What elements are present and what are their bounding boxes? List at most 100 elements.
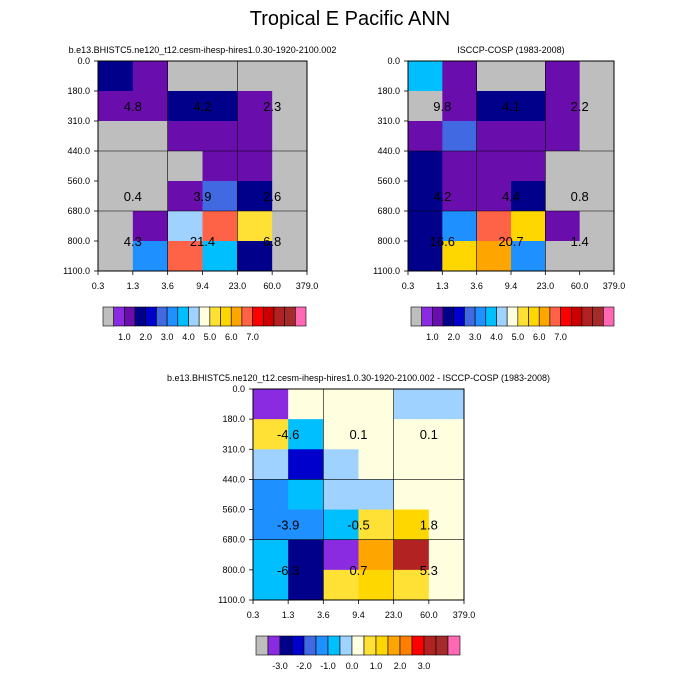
colorbar-swatch: [560, 306, 572, 327]
heatmap-cell: [323, 389, 359, 420]
x-tick-label: 1.3: [436, 281, 449, 291]
x-tick-label: 3.6: [470, 281, 483, 291]
x-tick-label: 379.0: [603, 281, 626, 291]
colorbar-swatch: [134, 306, 147, 327]
colorbar-swatch: [485, 306, 497, 327]
heatmap-cell: [408, 181, 443, 212]
colorbar-swatch: [423, 635, 437, 656]
colorbar-swatch: [411, 635, 425, 656]
y-tick-label: 440.0: [67, 146, 90, 156]
heatmap-cell: [253, 509, 289, 541]
heatmap-cell: [237, 151, 273, 182]
heatmap-cell: [323, 509, 359, 541]
main-title: Tropical E Pacific ANN: [249, 8, 451, 30]
heatmap-cell: [579, 211, 615, 242]
heatmap-cell: [511, 61, 546, 92]
heatmap-cell: [408, 61, 443, 92]
heatmap-cell: [272, 211, 308, 242]
colorbar-swatch: [474, 306, 487, 327]
heatmap-cell: [358, 419, 395, 450]
colorbar-swatch: [284, 306, 296, 327]
colorbar-swatch: [581, 306, 593, 327]
colorbar-swatch: [496, 306, 508, 327]
heatmap-cell: [511, 91, 546, 122]
heatmap-cell: [358, 509, 395, 541]
colorbar-swatch: [273, 306, 285, 327]
colorbar-swatch: [351, 635, 365, 656]
colorbar-swatch: [363, 635, 377, 656]
heatmap-cell: [253, 479, 289, 511]
heatmap-cell: [132, 61, 169, 92]
colorbar-swatch: [528, 306, 540, 327]
heatmap-cell: [288, 509, 324, 541]
colorbar-swatch: [464, 306, 476, 327]
cell-value-label: 20.7: [498, 234, 523, 249]
heatmap-cell: [323, 419, 359, 450]
heatmap-cell: [237, 241, 273, 272]
heatmap-cell: [98, 61, 134, 92]
cell-value-label: -3.9: [277, 518, 299, 533]
heatmap-cell: [442, 91, 478, 122]
heatmap-cell: [358, 449, 395, 480]
colorbar-swatch: [327, 635, 341, 656]
colorbar-swatch: [421, 306, 433, 327]
y-tick-label: 440.0: [377, 146, 400, 156]
heatmap-cell: [323, 449, 359, 480]
cell-value-label: 4.2: [433, 189, 451, 204]
heatmap-cell: [408, 151, 443, 182]
heatmap-cell: [323, 539, 359, 571]
colorbar-swatch: [252, 306, 264, 327]
heatmap-cell: [202, 181, 238, 212]
heatmap-cell: [579, 91, 615, 122]
panel-title: ISCCP-COSP (1983-2008): [457, 45, 564, 55]
y-tick-label: 1100.0: [218, 595, 245, 605]
y-tick-label: 180.0: [222, 414, 245, 424]
cell-value-label: 6.8: [263, 234, 281, 249]
x-tick-label: 60.0: [263, 281, 281, 291]
heatmap-cell: [579, 121, 615, 152]
heatmap-cell: [272, 181, 308, 212]
heatmap-cell: [511, 241, 546, 272]
colorbar-label: 1.0: [118, 332, 131, 342]
heatmap-cell: [511, 121, 546, 152]
panel-title: b.e13.BHISTC5.ne120_t12.cesm-ihesp-hires…: [69, 45, 337, 55]
heatmap-panel-3: b.e13.BHISTC5.ne120_t12.cesm-ihesp-hires…: [167, 373, 550, 620]
colorbar-swatch: [303, 635, 317, 656]
colorbar-swatch: [315, 635, 329, 656]
colorbar-swatch: [453, 306, 465, 327]
colorbar-swatch: [603, 306, 615, 327]
heatmap-cell: [288, 479, 324, 511]
heatmap-cell: [132, 181, 169, 212]
heatmap-cell: [358, 539, 395, 571]
heatmap-cell: [167, 91, 203, 122]
heatmap-cell: [476, 211, 512, 242]
cell-value-label: 1.8: [420, 518, 438, 533]
heatmap-cell: [393, 389, 430, 420]
x-tick-label: 23.0: [385, 610, 403, 620]
heatmap-cell: [167, 151, 203, 182]
heatmap-cell: [545, 91, 581, 122]
heatmap-cell: [132, 241, 169, 272]
x-tick-label: 9.4: [352, 610, 365, 620]
cell-value-label: 4.1: [502, 99, 520, 114]
heatmap-cell: [98, 91, 134, 122]
heatmap-cell: [253, 569, 289, 601]
heatmap-cell: [272, 151, 308, 182]
heatmap-cell: [579, 61, 615, 92]
colorbar-swatch: [538, 306, 551, 327]
colorbar-1: 1.0 2.0 3.0 4.0 5.0 6.0 7.0: [102, 306, 307, 342]
cell-value-label: 2.3: [263, 99, 281, 114]
colorbar-label: 5.0: [204, 332, 217, 342]
cell-value-label: -4.6: [277, 427, 299, 442]
colorbar-swatch: [102, 306, 114, 327]
colorbar-swatch: [220, 306, 232, 327]
heatmap-cell: [202, 121, 238, 152]
y-tick-label: 180.0: [377, 86, 400, 96]
colorbar-swatch: [209, 306, 221, 327]
colorbar-swatch: [410, 306, 422, 327]
y-tick-label: 680.0: [67, 206, 90, 216]
heatmap-cell: [408, 91, 443, 122]
y-tick-label: 560.0: [222, 505, 245, 515]
heatmap-cell: [579, 151, 615, 182]
colorbar-label: 7.0: [246, 332, 259, 342]
